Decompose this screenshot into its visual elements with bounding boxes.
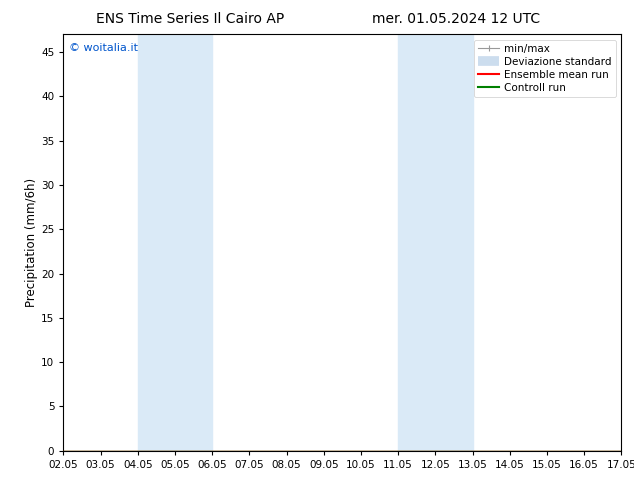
Y-axis label: Precipitation (mm/6h): Precipitation (mm/6h) [25,178,38,307]
Bar [138,34,212,451]
Text: © woitalia.it: © woitalia.it [69,43,138,52]
Text: ENS Time Series Il Cairo AP: ENS Time Series Il Cairo AP [96,12,284,26]
Bar [398,34,472,451]
Legend: min/max, Deviazione standard, Ensemble mean run, Controll run: min/max, Deviazione standard, Ensemble m… [474,40,616,97]
Text: mer. 01.05.2024 12 UTC: mer. 01.05.2024 12 UTC [372,12,541,26]
